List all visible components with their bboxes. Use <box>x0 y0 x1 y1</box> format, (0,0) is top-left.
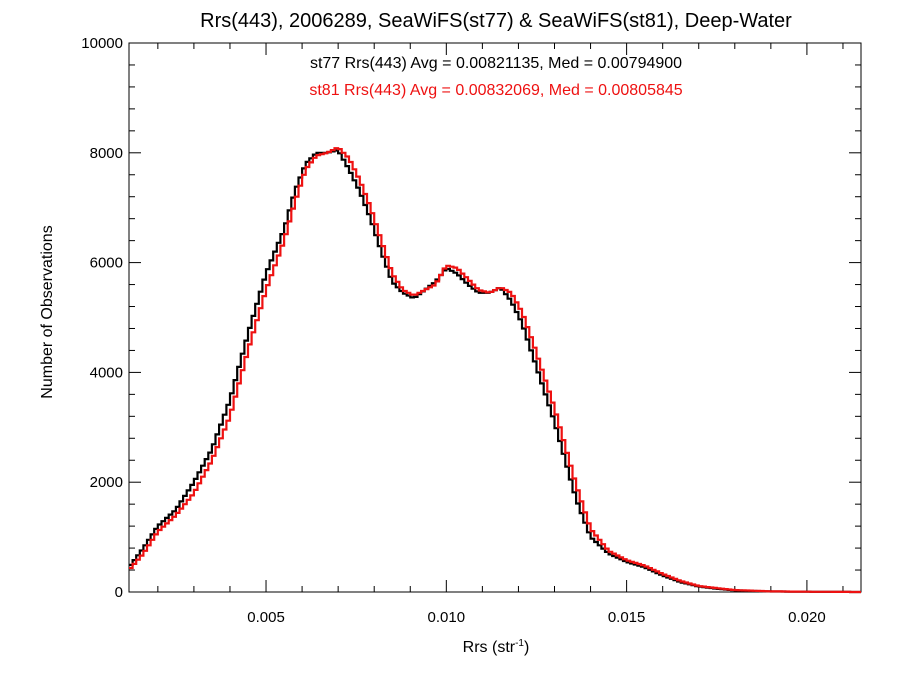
x-tick-label: 0.005 <box>247 609 285 626</box>
data-series <box>129 147 861 594</box>
x-tick-label: 0.015 <box>608 609 646 626</box>
x-axis-label-main: Rrs (str <box>463 639 516 656</box>
x-axis-label: Rrs (str-1) <box>463 638 530 656</box>
x-axis-label-end: ) <box>524 639 529 656</box>
annotation-st81: st81 Rrs(443) Avg = 0.00832069, Med = 0.… <box>309 82 682 99</box>
annotation-st77: st77 Rrs(443) Avg = 0.00821135, Med = 0.… <box>310 55 682 72</box>
series-line-st81 <box>129 147 861 594</box>
y-tick-label: 2000 <box>90 474 123 491</box>
y-tick-label: 0 <box>115 584 123 601</box>
x-tick-label: 0.020 <box>788 609 826 626</box>
plot-area: 0 2000 4000 6000 8000 10000 0.005 0.010 0.015 0.0… <box>81 35 862 626</box>
y-axis-label: Number of Observations <box>39 225 56 398</box>
chart-title: Rrs(443), 2006289, SeaWiFS(st77) & SeaWi… <box>200 10 792 32</box>
axis-ticks: 0 2000 4000 6000 8000 10000 0.005 0.010 0.015 0.0… <box>81 35 861 626</box>
series-line-st77 <box>129 149 861 594</box>
y-tick-label: 10000 <box>81 35 123 52</box>
plot-frame <box>128 42 862 593</box>
y-tick-label: 6000 <box>90 255 123 272</box>
x-axis-label-superscript: -1 <box>515 638 524 649</box>
y-tick-label: 4000 <box>90 364 123 381</box>
y-tick-label: 8000 <box>90 145 123 162</box>
x-tick-label: 0.010 <box>428 609 466 626</box>
